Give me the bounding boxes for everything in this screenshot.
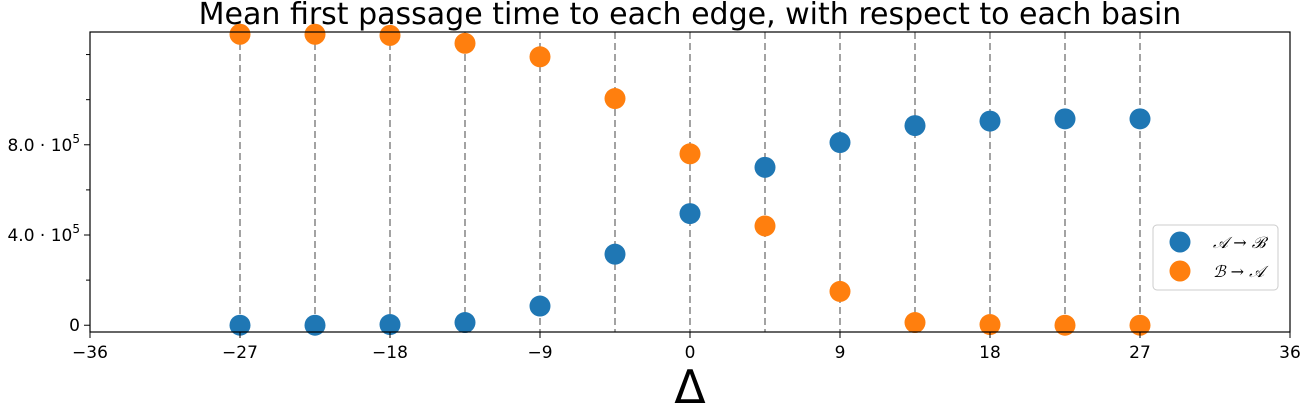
point-series0-1 <box>304 314 326 336</box>
point-series1-7 <box>754 215 776 237</box>
point-series0-11 <box>1054 108 1076 130</box>
point-series0-7 <box>754 156 776 178</box>
legend-label-0: 𝒜 → ℬ <box>1213 233 1269 252</box>
legend-marker-1 <box>1169 260 1191 282</box>
y-axis-ticks: 0 4.0 · 105 8.0 · 105 <box>7 54 90 336</box>
y-tick-label: 8.0 · 105 <box>7 132 80 156</box>
legend: 𝒜 → ℬ ℬ → 𝒜 <box>1152 224 1279 291</box>
point-series0-5 <box>604 243 626 265</box>
y-tick-label: 4.0 · 105 <box>7 222 80 246</box>
point-series1-0 <box>229 23 251 45</box>
x-tick-label: −27 <box>222 343 258 363</box>
x-tick-label: 36 <box>1279 343 1301 363</box>
point-series1-12 <box>1129 314 1151 336</box>
point-series1-10 <box>979 314 1001 336</box>
x-tick-label: 9 <box>835 343 846 363</box>
point-series0-6 <box>679 203 701 225</box>
x-axis-label: Δ <box>674 360 706 414</box>
point-series0-4 <box>529 295 551 317</box>
point-series1-6 <box>679 143 701 165</box>
legend-marker-0 <box>1169 231 1191 253</box>
point-series1-1 <box>304 23 326 45</box>
point-series0-12 <box>1129 108 1151 130</box>
x-tick-label: 0 <box>685 343 696 363</box>
point-series0-3 <box>454 312 476 334</box>
point-series1-3 <box>454 32 476 54</box>
x-tick-label: 18 <box>979 343 1001 363</box>
point-series1-8 <box>829 280 851 302</box>
legend-label-1: ℬ → 𝒜 <box>1213 262 1269 281</box>
point-series0-9 <box>904 115 926 137</box>
vertical-lines <box>239 32 1141 332</box>
point-series1-5 <box>604 88 626 110</box>
point-series0-0 <box>229 314 251 336</box>
point-series1-9 <box>904 312 926 334</box>
point-series1-4 <box>529 46 551 68</box>
data-points <box>229 23 1151 336</box>
point-series0-10 <box>979 110 1001 132</box>
point-series0-8 <box>829 132 851 154</box>
point-series1-2 <box>379 24 401 46</box>
x-axis-ticks: −36 −27 −18 −9 0 9 18 27 36 <box>72 332 1301 363</box>
x-tick-label: −36 <box>72 343 108 363</box>
point-series1-11 <box>1054 314 1076 336</box>
x-tick-label: −18 <box>372 343 408 363</box>
x-tick-label: 27 <box>1129 343 1151 363</box>
point-series0-2 <box>379 314 401 336</box>
y-tick-label: 0 <box>69 316 80 336</box>
chart-title: Mean first passage time to each edge, wi… <box>199 0 1182 32</box>
x-tick-label: −9 <box>527 343 552 363</box>
